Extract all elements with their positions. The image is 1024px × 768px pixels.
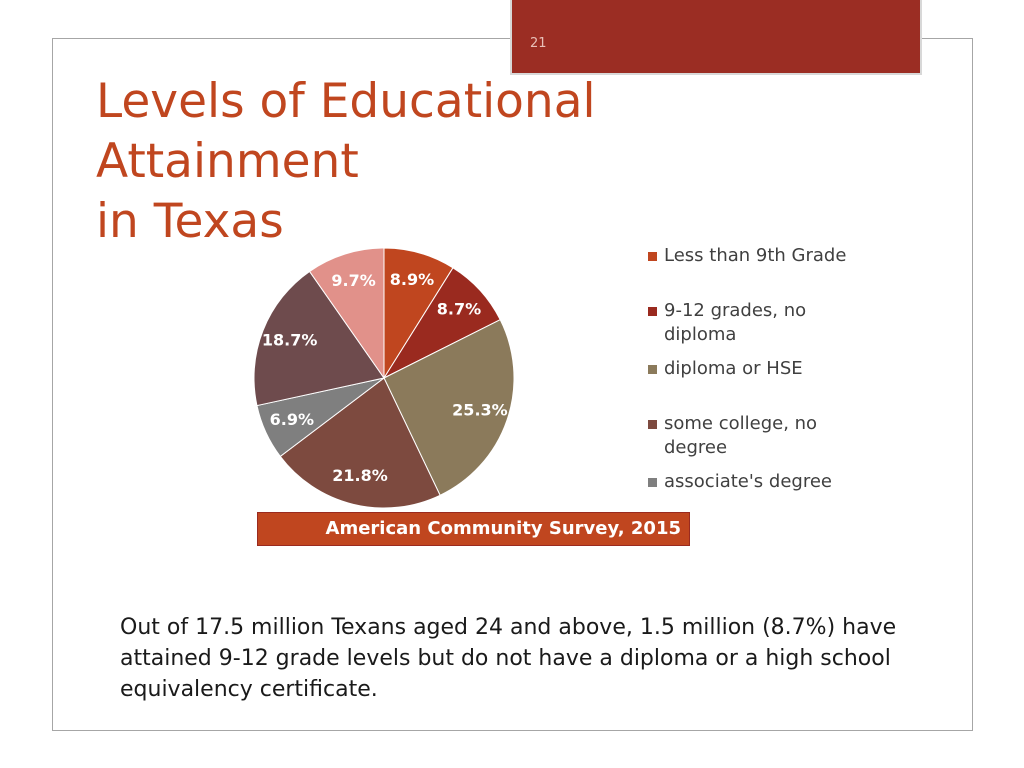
legend-swatch (648, 365, 657, 374)
source-box: American Community Survey, 2015 (257, 512, 690, 546)
legend-label: associate's degree (664, 471, 832, 492)
pie-slice (253, 270, 385, 407)
legend-swatch (648, 252, 657, 261)
data-label: 25.3% (452, 400, 508, 419)
legend-item: 9-12 grades, no diploma (648, 299, 858, 347)
header-tab (510, 0, 922, 75)
data-label: 8.7% (437, 299, 481, 318)
data-label: 21.8% (332, 466, 388, 485)
pie-slice (308, 247, 385, 380)
pie-slice (279, 377, 441, 509)
data-label: 8.9% (390, 270, 434, 289)
legend-label: some college, no degree (664, 413, 818, 458)
data-label: 6.9% (270, 410, 314, 429)
slide-title: Levels of Educational Attainment in Texa… (96, 74, 596, 249)
legend-swatch (648, 420, 657, 429)
legend-swatch (648, 478, 657, 487)
legend-swatch (648, 307, 657, 316)
legend: Less than 9th Grade 9-12 grades, no diplo… (648, 244, 858, 525)
legend-item: diploma or HSE (648, 357, 858, 402)
data-label: 9.7% (331, 271, 375, 290)
slide-number: 21 (530, 36, 547, 51)
legend-item: some college, no degree (648, 412, 858, 460)
legend-label: 9-12 grades, no diploma (664, 300, 807, 345)
data-label: 18.7% (262, 330, 318, 349)
legend-item: Less than 9th Grade (648, 244, 858, 289)
body-text: Out of 17.5 million Texans aged 24 and a… (120, 615, 897, 702)
legend-label: diploma or HSE (664, 358, 803, 379)
legend-item: associate's degree (648, 470, 858, 515)
pie-slice (383, 319, 515, 496)
legend-label: Less than 9th Grade (664, 245, 847, 266)
